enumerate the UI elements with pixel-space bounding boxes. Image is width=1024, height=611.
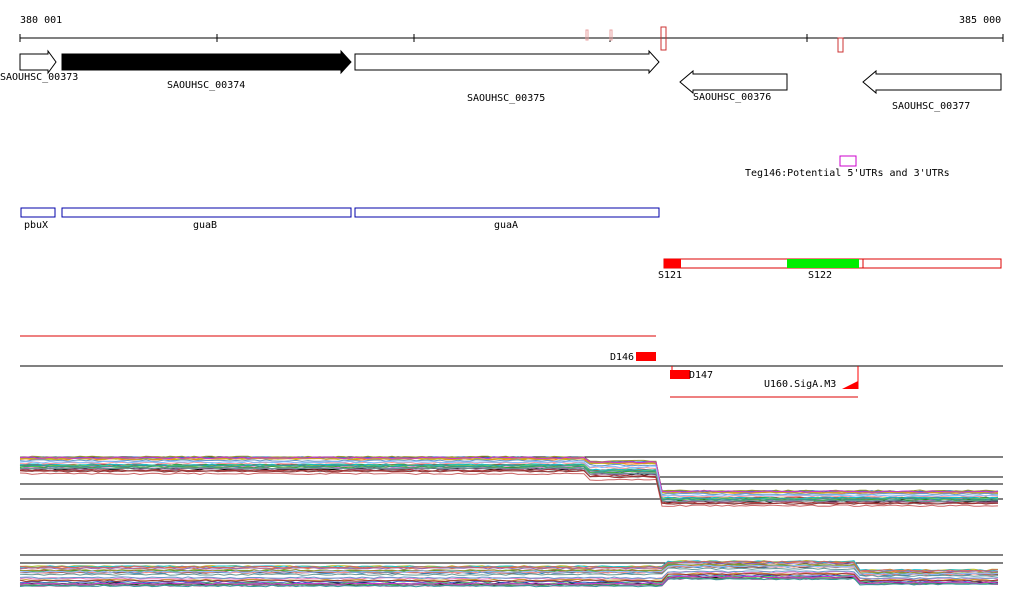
gene-name-label: guaB	[193, 220, 217, 231]
ruler-end-label: 385 000	[959, 15, 1001, 26]
ruler-marker	[609, 29, 613, 41]
gene-label: SAOUHSC_00377	[892, 101, 970, 112]
ruler-marker	[660, 26, 667, 51]
expression-trace	[19, 465, 999, 502]
gene-name-track: pbuX guaB guaA	[20, 207, 660, 231]
expression-trace	[19, 459, 999, 496]
gene-label: SAOUHSC_00375	[467, 93, 545, 104]
expression-trace	[19, 455, 999, 493]
teg-annotation-track: Teg146:Potential 5'UTRs and 3'UTRs	[745, 155, 950, 179]
feature-label: D147	[689, 370, 713, 381]
expression-trace	[19, 575, 999, 585]
segment-box[interactable]	[862, 258, 1002, 269]
gene-label: SAOUHSC_00374	[167, 80, 245, 91]
teg-feature-box[interactable]	[839, 155, 857, 167]
expression-trace	[19, 574, 999, 584]
locus-gene-track: SAOUHSC_00373 SAOUHSC_00374 SAOUHSC_0037…	[0, 49, 1002, 112]
expression-trace	[19, 576, 999, 586]
gene-name-label: pbuX	[24, 220, 48, 231]
expression-trace	[19, 561, 999, 573]
gene-label: SAOUHSC_00373	[0, 72, 78, 83]
gene-label: SAOUHSC_00376	[693, 92, 771, 103]
gene-arrow-saouhsc-00375[interactable]	[354, 49, 660, 75]
expression-trace	[19, 564, 999, 576]
gene-name-box-pbux[interactable]	[20, 207, 56, 218]
expression-trace	[19, 456, 999, 493]
expression-track-lower	[19, 554, 1003, 588]
expression-trace	[19, 472, 999, 508]
gene-name-label: guaA	[494, 220, 518, 231]
feature-d147-mark[interactable]	[670, 370, 690, 379]
expression-trace	[19, 567, 999, 578]
coordinate-ruler: 380 001 385 000	[19, 15, 1004, 53]
expression-trace	[19, 460, 999, 497]
teg-label: Teg146:Potential 5'UTRs and 3'UTRs	[745, 168, 950, 179]
expression-trace	[19, 573, 999, 583]
expression-trace	[19, 464, 999, 501]
feature-label: U160.SigA.M3	[764, 379, 836, 390]
segment-label: S122	[808, 270, 832, 281]
expression-trace	[19, 577, 999, 588]
expression-trace	[19, 468, 999, 504]
expression-trace	[19, 563, 999, 575]
ruler-start-label: 380 001	[20, 15, 62, 26]
expression-trace	[19, 570, 999, 580]
expression-trace	[19, 461, 999, 498]
segment-label: S121	[658, 270, 682, 281]
expression-track-upper	[19, 455, 1003, 508]
expression-trace	[19, 560, 998, 572]
feature-track: D146 D147 U160.SigA.M3	[20, 335, 1003, 398]
gene-arrow-saouhsc-00376[interactable]	[679, 69, 788, 95]
segment-s122-fill[interactable]	[787, 259, 859, 268]
segment-track: S121 S122	[658, 258, 1002, 281]
gene-name-box-guaa[interactable]	[354, 207, 660, 218]
gene-arrow-saouhsc-00377[interactable]	[862, 69, 1002, 95]
ruler-marker	[585, 29, 589, 41]
segment-s121-fill[interactable]	[664, 259, 681, 268]
gene-name-box-guab[interactable]	[61, 207, 352, 218]
ruler-marker	[837, 37, 844, 53]
gene-arrow-saouhsc-00374[interactable]	[61, 49, 352, 75]
expression-trace	[19, 469, 999, 505]
expression-trace	[19, 466, 999, 503]
feature-u160-mark[interactable]	[842, 381, 858, 389]
gene-arrow-saouhsc-00373[interactable]	[19, 49, 57, 75]
feature-d146-mark[interactable]	[636, 352, 656, 361]
feature-label: D146	[610, 352, 634, 363]
